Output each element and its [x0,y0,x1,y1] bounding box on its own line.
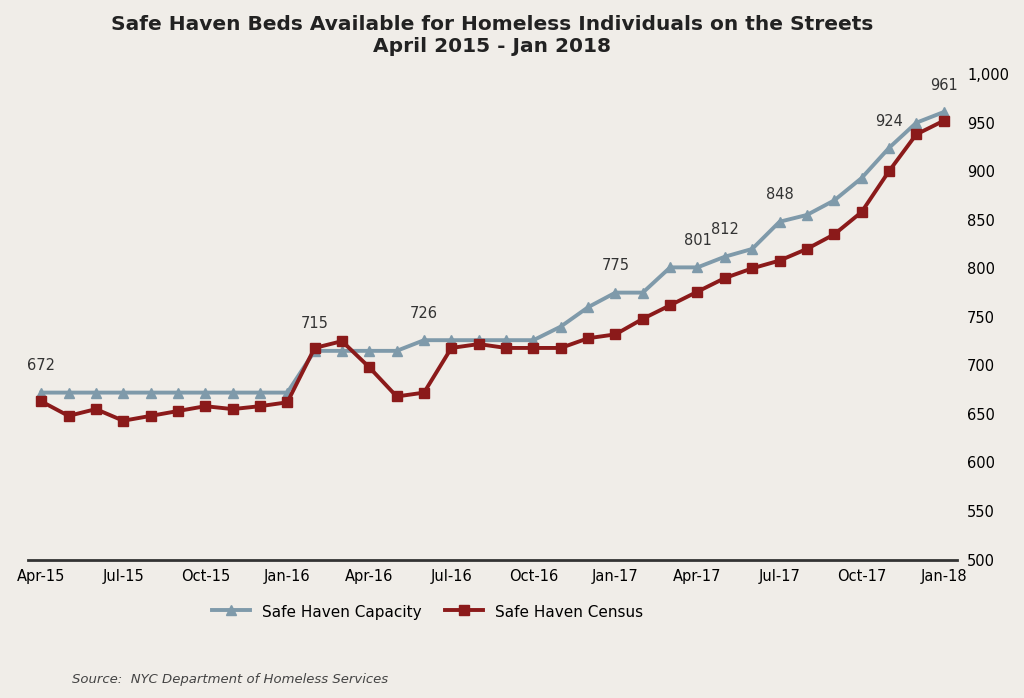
Line: Safe Haven Census: Safe Haven Census [36,116,948,426]
Safe Haven Capacity [254,388,266,396]
Text: 715: 715 [301,316,329,332]
Safe Haven Census [390,392,402,401]
Safe Haven Capacity [418,336,430,344]
Safe Haven Census [910,131,923,139]
Safe Haven Census [855,208,867,216]
Text: 961: 961 [930,77,957,93]
Safe Haven Capacity [364,347,376,355]
Safe Haven Capacity [527,336,540,344]
Safe Haven Census [582,334,594,343]
Safe Haven Capacity [390,347,402,355]
Safe Haven Capacity [637,288,649,297]
Line: Safe Haven Capacity: Safe Haven Capacity [36,107,948,397]
Safe Haven Capacity [555,322,567,331]
Safe Haven Capacity [801,211,813,219]
Safe Haven Census [254,402,266,410]
Safe Haven Capacity [199,388,211,396]
Safe Haven Census [664,301,676,309]
Title: Safe Haven Beds Available for Homeless Individuals on the Streets
April 2015 - J: Safe Haven Beds Available for Homeless I… [112,15,873,56]
Safe Haven Capacity [582,303,594,311]
Text: 801: 801 [684,233,712,248]
Safe Haven Census [90,405,102,413]
Text: 672: 672 [28,358,55,373]
Safe Haven Census [172,407,184,415]
Safe Haven Capacity [855,174,867,182]
Safe Haven Capacity [90,388,102,396]
Safe Haven Capacity [282,388,294,396]
Text: 848: 848 [766,187,794,202]
Text: 775: 775 [601,258,630,273]
Safe Haven Capacity [308,347,321,355]
Safe Haven Census [226,405,239,413]
Safe Haven Census [937,117,949,125]
Text: 726: 726 [410,306,438,321]
Safe Haven Capacity [719,253,731,261]
Safe Haven Capacity [773,218,785,226]
Safe Haven Capacity [691,263,703,272]
Safe Haven Census [117,417,129,425]
Safe Haven Capacity [746,245,759,253]
Safe Haven Census [883,167,895,175]
Safe Haven Capacity [473,336,485,344]
Safe Haven Capacity [445,336,458,344]
Safe Haven Capacity [937,108,949,117]
Legend: Safe Haven Capacity, Safe Haven Census: Safe Haven Capacity, Safe Haven Census [212,604,643,620]
Safe Haven Census [35,397,47,406]
Safe Haven Capacity [828,196,841,205]
Safe Haven Capacity [910,119,923,127]
Safe Haven Census [199,402,211,410]
Safe Haven Census [609,330,622,339]
Safe Haven Census [637,315,649,323]
Safe Haven Census [282,398,294,406]
Text: 924: 924 [874,114,903,128]
Safe Haven Census [555,343,567,352]
Safe Haven Census [364,363,376,371]
Safe Haven Census [773,256,785,265]
Safe Haven Census [62,412,75,420]
Safe Haven Capacity [172,388,184,396]
Safe Haven Census [445,343,458,352]
Safe Haven Census [719,274,731,282]
Safe Haven Capacity [336,347,348,355]
Safe Haven Census [500,343,512,352]
Text: Source:  NYC Department of Homeless Services: Source: NYC Department of Homeless Servi… [72,673,388,685]
Safe Haven Census [828,230,841,239]
Safe Haven Capacity [35,388,47,396]
Safe Haven Census [691,288,703,296]
Safe Haven Census [308,343,321,352]
Safe Haven Census [801,245,813,253]
Safe Haven Census [336,337,348,346]
Safe Haven Capacity [500,336,512,344]
Safe Haven Capacity [226,388,239,396]
Safe Haven Census [527,343,540,352]
Safe Haven Capacity [117,388,129,396]
Safe Haven Capacity [62,388,75,396]
Safe Haven Census [473,340,485,348]
Safe Haven Capacity [144,388,157,396]
Safe Haven Census [418,388,430,396]
Safe Haven Census [746,264,759,272]
Safe Haven Capacity [609,288,622,297]
Safe Haven Capacity [883,144,895,152]
Text: 812: 812 [711,222,738,237]
Safe Haven Capacity [664,263,676,272]
Safe Haven Census [144,412,157,420]
